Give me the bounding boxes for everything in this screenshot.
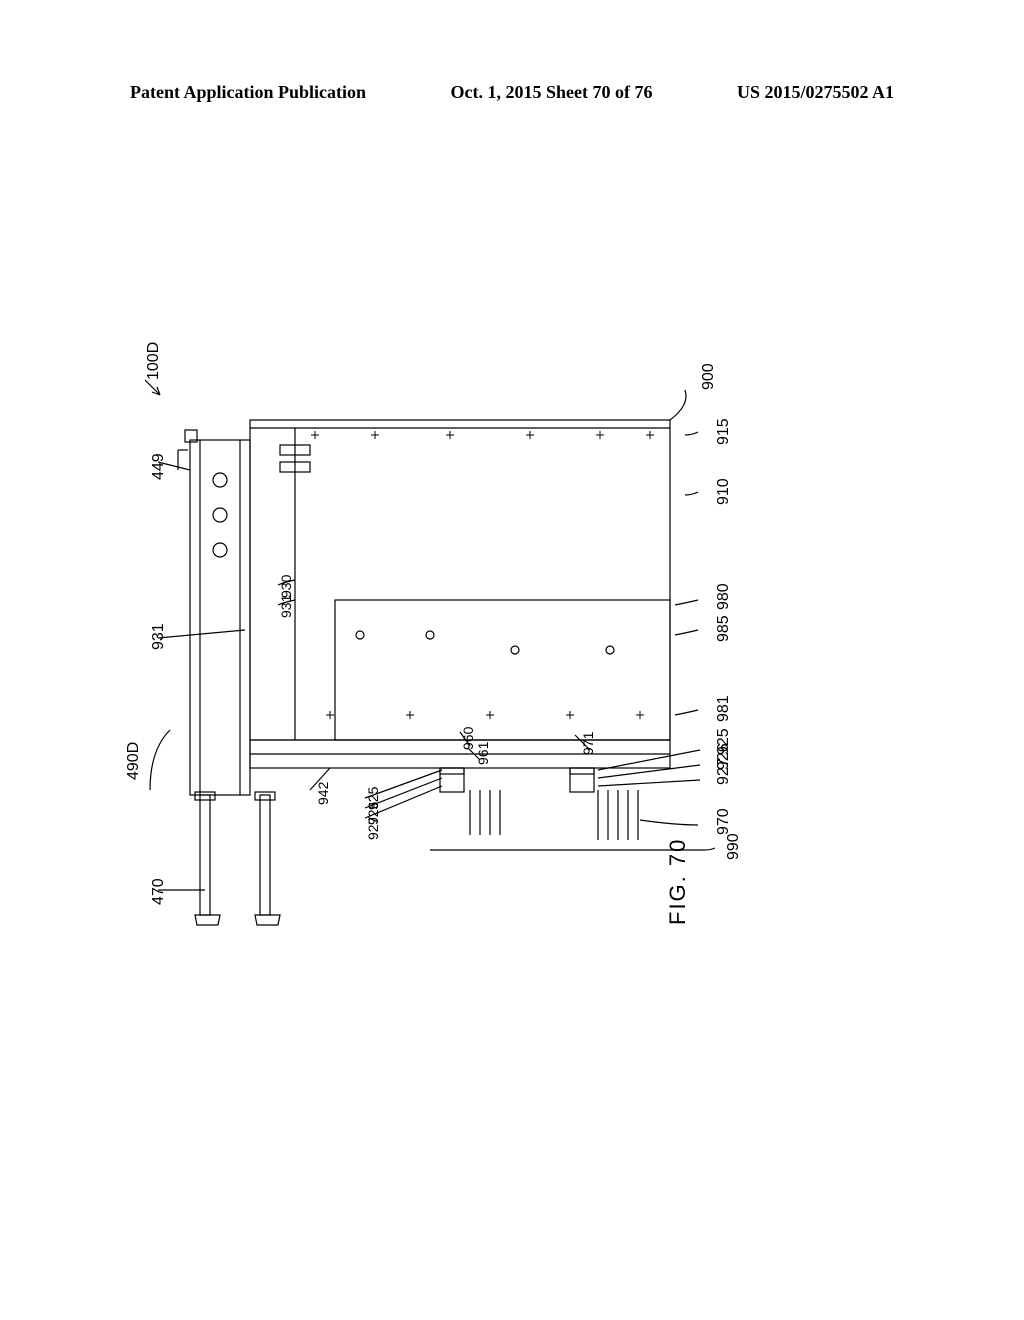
ref-990: 990	[725, 833, 743, 860]
ref-971: 971	[580, 732, 596, 755]
header-center: Oct. 1, 2015 Sheet 70 of 76	[451, 82, 653, 103]
ref-980: 980	[715, 583, 733, 610]
ref-960: 960	[460, 727, 476, 750]
ref-915: 915	[715, 418, 733, 445]
ref-927a: 927	[715, 758, 733, 785]
header-left: Patent Application Publication	[130, 82, 366, 103]
ref-981: 981	[715, 695, 733, 722]
ref-470: 470	[150, 878, 168, 905]
ref-961: 961	[475, 742, 491, 765]
ref-100d: 100D	[145, 342, 163, 380]
ref-449: 449	[150, 453, 168, 480]
header-right: US 2015/0275502 A1	[737, 82, 894, 103]
ref-927b: 927	[365, 817, 381, 840]
ref-931b: 931	[150, 623, 168, 650]
ref-970: 970	[715, 808, 733, 835]
ref-942: 942	[315, 782, 331, 805]
page-header: Patent Application Publication Oct. 1, 2…	[0, 82, 1024, 103]
ref-910: 910	[715, 478, 733, 505]
figure-area: 100D 900 915 910 980 985 981 925 926 927…	[130, 350, 830, 950]
figure-caption: FIG. 70	[665, 838, 691, 925]
ref-931a: 931	[278, 595, 294, 618]
ref-900: 900	[700, 363, 718, 390]
ref-985: 985	[715, 615, 733, 642]
ref-490d: 490D	[125, 742, 143, 780]
